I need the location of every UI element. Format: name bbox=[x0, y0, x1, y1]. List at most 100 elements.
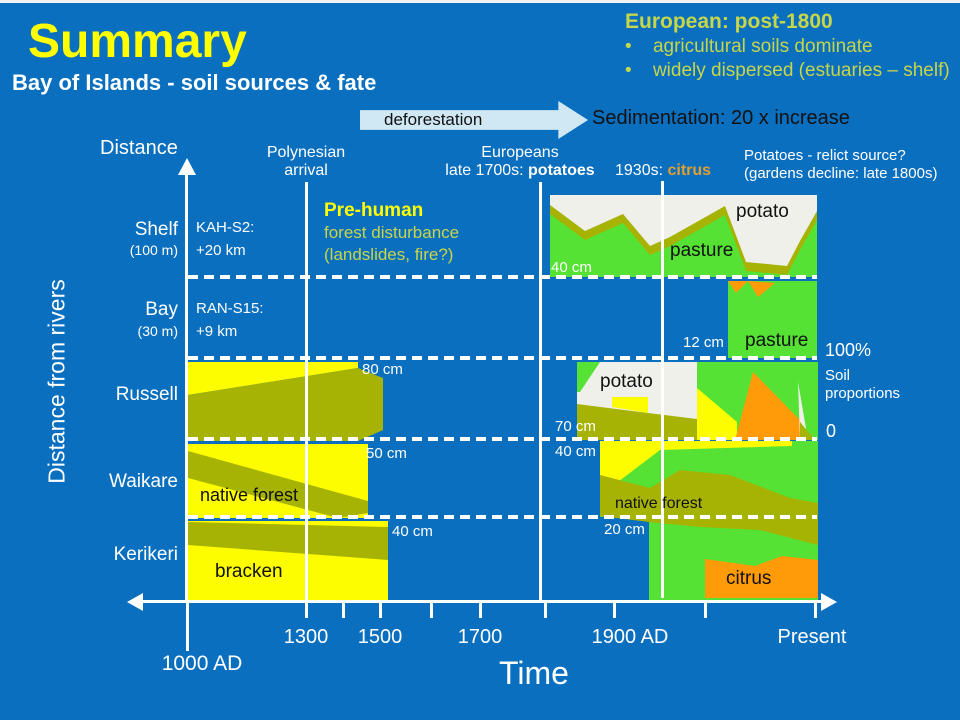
citrus-area bbox=[705, 556, 818, 598]
dashed-line-waikare-kerikeri bbox=[188, 515, 817, 519]
european-note-heading: European: post-1800 bbox=[625, 10, 833, 33]
area-label-shelf-potato: potato bbox=[736, 201, 789, 222]
y-axis-line bbox=[185, 174, 188, 602]
event-line-polynesian bbox=[305, 182, 308, 602]
european-bullet-1: • agricultural soils dominate bbox=[625, 36, 955, 58]
x-axis-tick bbox=[613, 603, 616, 618]
deforestation-arrow-label: deforestation bbox=[384, 110, 483, 129]
depth-label-shelf: 40 cm bbox=[551, 259, 592, 276]
russell-yellow-wedge bbox=[697, 388, 737, 440]
shelf-soil-block bbox=[550, 195, 817, 277]
waikare-kerikeri-right-soil-block bbox=[600, 441, 818, 600]
bay-orange-spill bbox=[748, 281, 775, 297]
european-bullet-2: • widely dispersed (estuaries – shelf) bbox=[625, 60, 955, 82]
bullet-text: agricultural soils dominate bbox=[652, 36, 873, 57]
dashed-line-bay-russell bbox=[188, 356, 817, 360]
row-label-shelf: Shelf bbox=[134, 219, 178, 240]
x-axis-tick bbox=[814, 603, 817, 618]
proportion-scale-bottom: 0 bbox=[826, 421, 837, 441]
sedimentation-note: Sedimentation: 20 x increase bbox=[592, 107, 850, 129]
x-axis-title: Time bbox=[499, 655, 569, 691]
potatoes-highlight: potatoes bbox=[528, 162, 595, 179]
x-axis-left-arrowhead-icon bbox=[127, 593, 143, 611]
x-tick-label-1900: 1900 AD bbox=[591, 626, 669, 648]
depth-label-russell-right: 70 cm bbox=[555, 418, 596, 435]
right-olive-band bbox=[600, 470, 818, 545]
event-label-citrus: 1930s: citrus bbox=[615, 162, 712, 179]
area-label-shelf-pasture: pasture bbox=[670, 240, 734, 261]
slide-top-border bbox=[0, 0, 960, 3]
russell-right-soil-block bbox=[577, 362, 818, 440]
russell-left-olive-area bbox=[188, 368, 383, 441]
event-label-polynesian: Polynesian arrival bbox=[266, 144, 346, 179]
area-label-right-native-forest: native forest bbox=[615, 495, 703, 512]
x-axis-right-arrowhead-icon bbox=[821, 593, 837, 611]
area-label-bracken: bracken bbox=[215, 561, 283, 582]
area-label-citrus: citrus bbox=[726, 568, 772, 589]
event-line-europeans bbox=[539, 182, 542, 602]
x-axis-tick bbox=[305, 603, 308, 618]
event-line-citrus bbox=[661, 181, 664, 598]
x-tick-label-present: Present bbox=[777, 626, 847, 648]
area-label-bay-pasture: pasture bbox=[745, 330, 809, 351]
bay-soil-block bbox=[728, 281, 817, 358]
depth-label-waikare-right: 40 cm bbox=[555, 443, 596, 460]
bay-pasture-area bbox=[728, 281, 817, 358]
x-axis-tick bbox=[704, 603, 707, 618]
prehuman-note: Pre-human forest disturbance (landslides… bbox=[324, 200, 460, 264]
dashed-line-shelf-bay bbox=[188, 275, 817, 279]
dashed-line-russell-waikare bbox=[188, 437, 817, 441]
row-sublabel-shelf: (100 m) bbox=[129, 242, 178, 258]
european-note: European: post-1800 • agricultural soils… bbox=[625, 10, 955, 82]
event-label-europeans: Europeans late 1700s: potatoes bbox=[445, 144, 595, 179]
page-title: Summary bbox=[28, 15, 247, 68]
proportion-scale-caption: Soil proportions bbox=[825, 367, 901, 402]
x-tick-label-1700: 1700 bbox=[457, 626, 503, 648]
row-label-russell: Russell bbox=[115, 384, 178, 405]
y-axis-arrowhead-icon bbox=[178, 158, 196, 175]
depth-label-waikare-left: 50 cm bbox=[366, 445, 407, 462]
row-sublabel-bay: (30 m) bbox=[137, 323, 178, 339]
y-axis-title: Distance bbox=[100, 137, 178, 159]
x-axis-tick bbox=[479, 603, 482, 618]
waikare-left-soil-block bbox=[188, 444, 368, 518]
depth-label-kerikeri-left: 40 cm bbox=[392, 523, 433, 540]
area-label-russell-potato: potato bbox=[600, 371, 653, 392]
x-axis-line bbox=[140, 600, 824, 603]
russell-olive-band bbox=[577, 404, 697, 440]
page-subtitle: Bay of Islands - soil sources & fate bbox=[12, 70, 377, 95]
depth-label-kerikeri-right: 20 cm bbox=[604, 521, 645, 538]
depth-label-bay: 12 cm bbox=[683, 334, 724, 351]
row-label-kerikeri: Kerikeri bbox=[113, 544, 178, 565]
russell-olive-corner bbox=[800, 422, 815, 440]
proportion-scale-top: 100% bbox=[825, 340, 872, 360]
russell-left-yellow-wedge bbox=[188, 362, 358, 395]
area-label-waikare-native-forest: native forest bbox=[200, 485, 299, 505]
x-axis-tick bbox=[544, 603, 547, 618]
citrus-highlight: citrus bbox=[667, 162, 712, 179]
x-origin-label: 1000 AD bbox=[161, 652, 243, 675]
bullet-icon: • bbox=[625, 36, 632, 57]
row-label-waikare: Waikare bbox=[109, 471, 178, 492]
shelf-pasture-area bbox=[550, 214, 817, 277]
russell-green-sliver bbox=[577, 362, 600, 392]
deforestation-arrow-icon: deforestation bbox=[360, 101, 588, 139]
core-label-kah: KAH-S2: +20 km bbox=[196, 219, 255, 259]
depth-label-russell-left: 80 cm bbox=[362, 361, 403, 378]
russell-left-soil-block bbox=[188, 362, 383, 441]
core-label-ran: RAN-S15: +9 km bbox=[196, 300, 264, 340]
x-tick-label-1300: 1300 bbox=[283, 626, 329, 648]
right-yellow-top bbox=[600, 441, 792, 488]
x-axis-tick bbox=[430, 603, 433, 618]
bullet-icon: • bbox=[625, 60, 632, 81]
x-axis-tick bbox=[342, 603, 345, 618]
x-tick-label-1500: 1500 bbox=[357, 626, 403, 648]
x-axis-tick bbox=[379, 603, 382, 618]
kerikeri-left-soil-block bbox=[188, 521, 388, 600]
bullet-text: widely dispersed (estuaries – shelf) bbox=[652, 60, 950, 81]
bay-orange-spill bbox=[728, 281, 748, 293]
waikare-olive-band bbox=[188, 451, 368, 518]
russell-orange-area bbox=[735, 372, 800, 440]
kerikeri-olive-band bbox=[188, 522, 388, 560]
